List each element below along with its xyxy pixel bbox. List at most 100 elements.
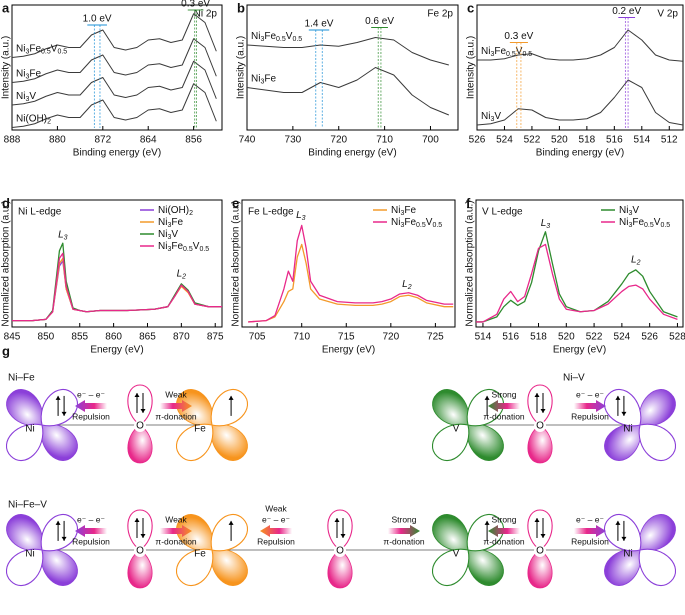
orbital-lobe bbox=[40, 423, 78, 461]
chart-title: Fe 2p bbox=[427, 9, 453, 20]
orbital-lobe bbox=[210, 423, 248, 461]
series-label: Ni3Fe0.5V0.5 bbox=[16, 43, 67, 55]
link-label: Repulsion bbox=[257, 536, 295, 546]
series-label: Ni3V bbox=[481, 111, 501, 123]
legend-label: Ni3V bbox=[619, 205, 639, 217]
spectrum-line bbox=[12, 252, 222, 322]
electron-head bbox=[621, 536, 627, 541]
x-tick-label: 720 bbox=[330, 135, 347, 146]
orbital-lobe bbox=[527, 424, 553, 464]
orbital-lobe bbox=[40, 548, 78, 586]
x-tick-label: 880 bbox=[49, 135, 66, 146]
shift-label: 0.3 eV bbox=[504, 31, 533, 42]
x-tick-label: 518 bbox=[579, 135, 596, 146]
link-label: Strong bbox=[491, 514, 516, 524]
orbital-lobe bbox=[127, 549, 153, 589]
link-label: Strong bbox=[391, 514, 416, 524]
chart-title: Ni 2p bbox=[194, 9, 218, 20]
electron-head bbox=[615, 520, 621, 525]
panel-label: e bbox=[232, 195, 239, 210]
link-label: Repulsion bbox=[571, 536, 609, 546]
x-tick-label: 725 bbox=[427, 332, 444, 343]
orbital-lobe bbox=[40, 388, 79, 427]
orbital-lobe bbox=[210, 548, 248, 586]
spectrum-line bbox=[11, 38, 217, 83]
orbital-lobe bbox=[5, 548, 44, 587]
orbital-lobe bbox=[6, 389, 44, 427]
orbital-lobe bbox=[466, 513, 505, 552]
group-title: Ni–V bbox=[563, 373, 585, 384]
atom-label: Ni bbox=[623, 424, 632, 435]
y-axis-label: Normalized absorption (a.u.) bbox=[1, 200, 12, 326]
link-label: π-donation bbox=[483, 536, 525, 546]
shift-label: 0.2 eV bbox=[612, 6, 641, 17]
plot-frame bbox=[475, 199, 684, 328]
x-tick-label: 888 bbox=[4, 135, 21, 146]
atom-label: O bbox=[536, 421, 544, 432]
legend-label: Ni3Fe bbox=[158, 217, 183, 229]
spectrum-line bbox=[476, 243, 678, 323]
y-axis-label: Intensity (a.u.) bbox=[236, 36, 247, 99]
orbital-lobe bbox=[127, 384, 153, 426]
link-label: e⁻ – e⁻ bbox=[262, 514, 290, 524]
x-tick-label: 526 bbox=[641, 332, 658, 343]
chart-title: V L-edge bbox=[482, 207, 523, 218]
spectrum-line bbox=[476, 231, 678, 323]
orbital-lobe bbox=[210, 388, 249, 427]
edge-label: L3 bbox=[541, 218, 551, 230]
electron-head bbox=[534, 393, 540, 397]
link-label: Weak bbox=[165, 389, 187, 399]
plot-frame bbox=[241, 199, 456, 328]
electron-head bbox=[621, 411, 627, 416]
shift-label: 1.4 eV bbox=[305, 19, 334, 30]
orbital-lobe bbox=[431, 423, 470, 462]
y-axis-label: Normalized absorption (a.u.) bbox=[465, 200, 476, 326]
orbital-lobe bbox=[175, 548, 214, 587]
spectrum-line bbox=[476, 79, 684, 126]
orbital-lobe bbox=[603, 513, 642, 552]
legend-label: Ni3Fe0.5V0.5 bbox=[391, 217, 442, 229]
spectrum-line bbox=[12, 257, 222, 322]
legend-label: Ni3Fe bbox=[391, 205, 416, 217]
link-label: e⁻ – e⁻ bbox=[576, 389, 604, 399]
panel-label: g bbox=[2, 343, 10, 358]
link-label: π-donation bbox=[483, 411, 525, 421]
orbital-lobe bbox=[638, 548, 677, 587]
orbital-lobe bbox=[466, 548, 504, 586]
legend-label: Ni3Fe0.5V0.5 bbox=[158, 241, 209, 253]
x-tick-label: 524 bbox=[496, 135, 513, 146]
x-tick-label: 720 bbox=[382, 332, 399, 343]
donation-arrow bbox=[388, 525, 420, 537]
x-tick-label: 528 bbox=[669, 332, 685, 343]
edge-label: L2 bbox=[177, 268, 187, 280]
y-axis-label: Normalized absorption (a.u.) bbox=[231, 200, 242, 326]
x-axis-label: Energy (eV) bbox=[90, 345, 143, 356]
link-label: Repulsion bbox=[72, 411, 110, 421]
legend-label: Ni(OH)2 bbox=[158, 205, 193, 217]
shift-label: 0.3 eV bbox=[181, 0, 210, 10]
y-axis-label: Intensity (a.u.) bbox=[466, 36, 477, 99]
atom-dot bbox=[334, 545, 346, 557]
orbital-lobe bbox=[466, 388, 505, 427]
orbital-lobe bbox=[40, 513, 79, 552]
atom-label: Fe bbox=[194, 549, 206, 560]
donation-arrow bbox=[75, 525, 107, 537]
orbital-lobe bbox=[638, 514, 676, 552]
spectrum-line bbox=[248, 243, 454, 323]
atom-dot bbox=[534, 545, 546, 557]
orbital-lobe bbox=[638, 389, 676, 427]
x-tick-label: 514 bbox=[475, 332, 492, 343]
x-axis-label: Binding energy (eV) bbox=[73, 148, 161, 159]
x-tick-label: 514 bbox=[633, 135, 650, 146]
spectrum-line bbox=[248, 224, 454, 323]
x-tick-label: 850 bbox=[38, 332, 55, 343]
link-label: Weak bbox=[265, 503, 287, 513]
atom-label: Ni bbox=[25, 549, 34, 560]
orbital-lobe bbox=[6, 514, 44, 552]
x-tick-label: 730 bbox=[285, 135, 302, 146]
x-tick-label: 710 bbox=[376, 135, 393, 146]
x-tick-label: 845 bbox=[4, 332, 21, 343]
electron-head bbox=[228, 395, 234, 400]
series-label: Ni(OH)2 bbox=[16, 113, 51, 125]
x-tick-label: 715 bbox=[338, 332, 355, 343]
